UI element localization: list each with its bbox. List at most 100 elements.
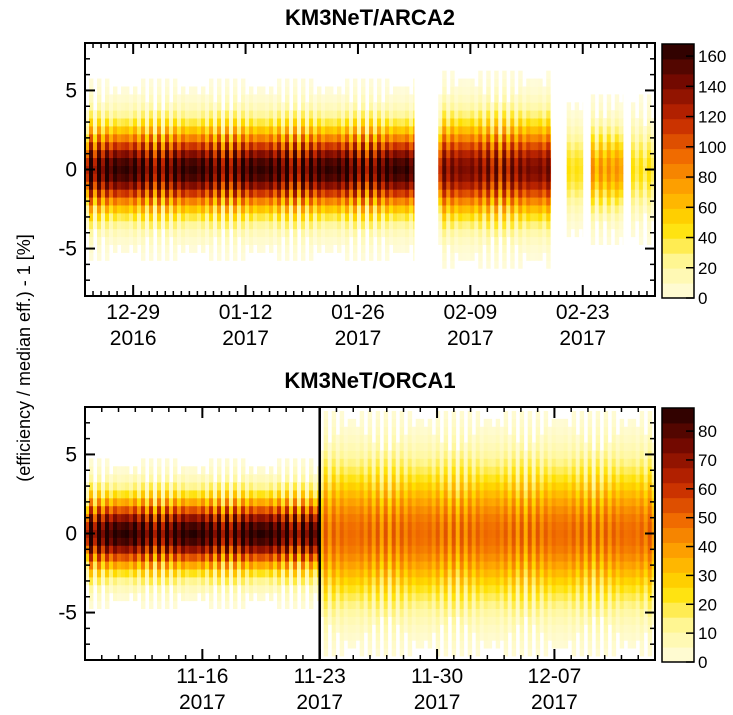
heatmap-cell <box>169 576 174 586</box>
heatmap-cell <box>273 529 278 538</box>
heatmap-cell <box>109 102 114 111</box>
heatmap-cell <box>165 529 170 538</box>
heatmap-cell <box>201 94 206 103</box>
heatmap-cell <box>455 545 461 554</box>
heatmap-cell <box>261 561 266 570</box>
heatmap-cell <box>522 244 527 253</box>
heatmap-cell <box>494 205 499 214</box>
heatmap-cell <box>442 86 447 95</box>
heatmap-cell <box>145 490 150 499</box>
heatmap-cell <box>373 126 378 135</box>
heatmap-cell <box>289 110 294 119</box>
heatmap-cell <box>297 157 302 166</box>
heatmap-cell <box>229 197 234 206</box>
heatmap-cell <box>407 482 413 491</box>
heatmap-cell <box>345 189 350 198</box>
heatmap-cell <box>455 458 461 467</box>
heatmap-cell <box>622 197 624 206</box>
heatmap-cell <box>285 86 290 95</box>
heatmap-cell <box>331 466 337 475</box>
heatmap-cell <box>277 212 282 222</box>
heatmap-cell <box>451 458 457 467</box>
heatmap-cell <box>391 458 397 467</box>
heatmap-cell <box>475 584 481 594</box>
heatmap-cell <box>173 561 178 570</box>
heatmap-cell <box>490 110 495 119</box>
heatmap-cell <box>387 490 393 499</box>
heatmap-cell <box>101 576 106 586</box>
heatmap-cell <box>193 220 198 230</box>
heatmap-cell <box>590 189 596 198</box>
heatmap-cell <box>261 576 266 586</box>
heatmap-cell <box>289 576 294 586</box>
heatmap-cell <box>189 220 194 230</box>
heatmap-cell <box>419 442 425 451</box>
heatmap-cell <box>221 205 226 214</box>
heatmap-cell <box>375 584 381 594</box>
heatmap-cell <box>427 474 433 483</box>
heatmap-cell <box>205 228 210 238</box>
heatmap-cell <box>630 165 636 174</box>
heatmap-cell <box>105 236 110 246</box>
heatmap-cell <box>610 110 616 119</box>
heatmap-cell <box>323 521 329 530</box>
heatmap-cell <box>459 576 465 586</box>
heatmap-cell <box>355 592 361 602</box>
heatmap-cell <box>459 640 465 649</box>
heatmap-cell <box>395 497 401 507</box>
heatmap-cell <box>157 490 162 499</box>
heatmap-cell <box>361 110 366 119</box>
heatmap-cell <box>550 181 552 190</box>
heatmap-cell <box>261 197 266 206</box>
heatmap-cell <box>598 212 604 222</box>
heatmap-cell <box>233 94 238 103</box>
heatmap-cell <box>550 110 552 119</box>
heatmap-cell <box>602 165 608 174</box>
heatmap-cell <box>321 173 326 182</box>
heatmap-cell <box>451 624 457 633</box>
heatmap-cell <box>479 537 485 546</box>
heatmap-cell <box>373 212 378 222</box>
heatmap-cell <box>345 133 350 143</box>
heatmap-cell <box>181 521 186 530</box>
heatmap-cell <box>446 228 451 238</box>
heatmap-cell <box>265 545 270 554</box>
heatmap-cell <box>265 220 270 230</box>
heatmap-cell <box>157 197 162 206</box>
heatmap-cell <box>438 212 443 222</box>
heatmap-cell <box>598 205 604 214</box>
heatmap-cell <box>269 537 274 546</box>
heatmap-cell <box>317 126 322 135</box>
heatmap-cell <box>518 149 523 159</box>
heatmap-cell <box>459 592 465 602</box>
heatmap-cell <box>261 474 266 483</box>
heatmap-cell <box>590 118 596 127</box>
heatmap-cell <box>475 624 481 633</box>
heatmap-cell <box>345 205 350 214</box>
heatmap-cell <box>185 189 190 198</box>
heatmap-cell <box>317 228 322 238</box>
heatmap-cell <box>355 529 361 538</box>
heatmap-cell <box>526 197 531 206</box>
heatmap-cell <box>566 173 572 182</box>
heatmap-cell <box>209 126 214 135</box>
heatmap-cell <box>85 110 90 119</box>
heatmap-cell <box>113 545 118 554</box>
heatmap-cell <box>459 600 465 610</box>
heatmap-cell <box>229 521 234 530</box>
heatmap-cell <box>149 252 154 261</box>
heatmap-cell <box>165 141 170 151</box>
heatmap-cell <box>634 149 640 159</box>
heatmap-cell <box>389 94 394 103</box>
heatmap-cell <box>466 181 471 190</box>
heatmap-cell <box>357 173 362 182</box>
heatmap-cell <box>121 569 126 578</box>
heatmap-cell <box>181 561 186 570</box>
heatmap-cell <box>331 624 337 633</box>
heatmap-cell <box>403 482 409 491</box>
heatmap-cell <box>213 505 218 515</box>
heatmap-cell <box>399 450 405 459</box>
heatmap-cell <box>157 561 162 570</box>
heatmap-cell <box>301 157 306 166</box>
heatmap-cell <box>213 228 218 238</box>
